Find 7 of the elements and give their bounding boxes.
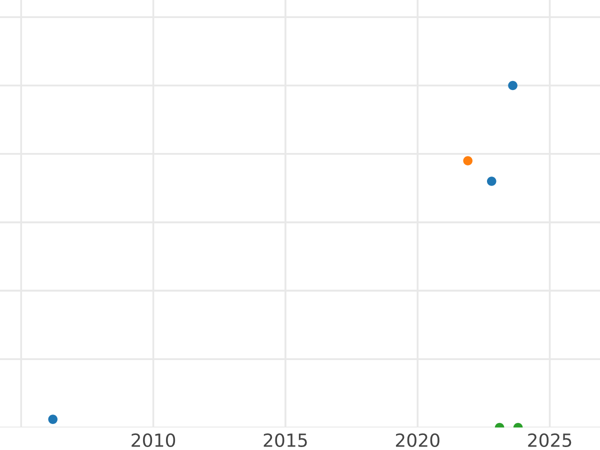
point xyxy=(508,80,518,90)
point xyxy=(463,156,472,166)
x-tick-label: 2010 xyxy=(132,433,176,448)
x-tick-label: 2025 xyxy=(528,433,572,448)
x-tick-label: 2015 xyxy=(264,433,307,448)
x-tick-label: 2020 xyxy=(396,433,440,448)
point xyxy=(486,176,496,186)
